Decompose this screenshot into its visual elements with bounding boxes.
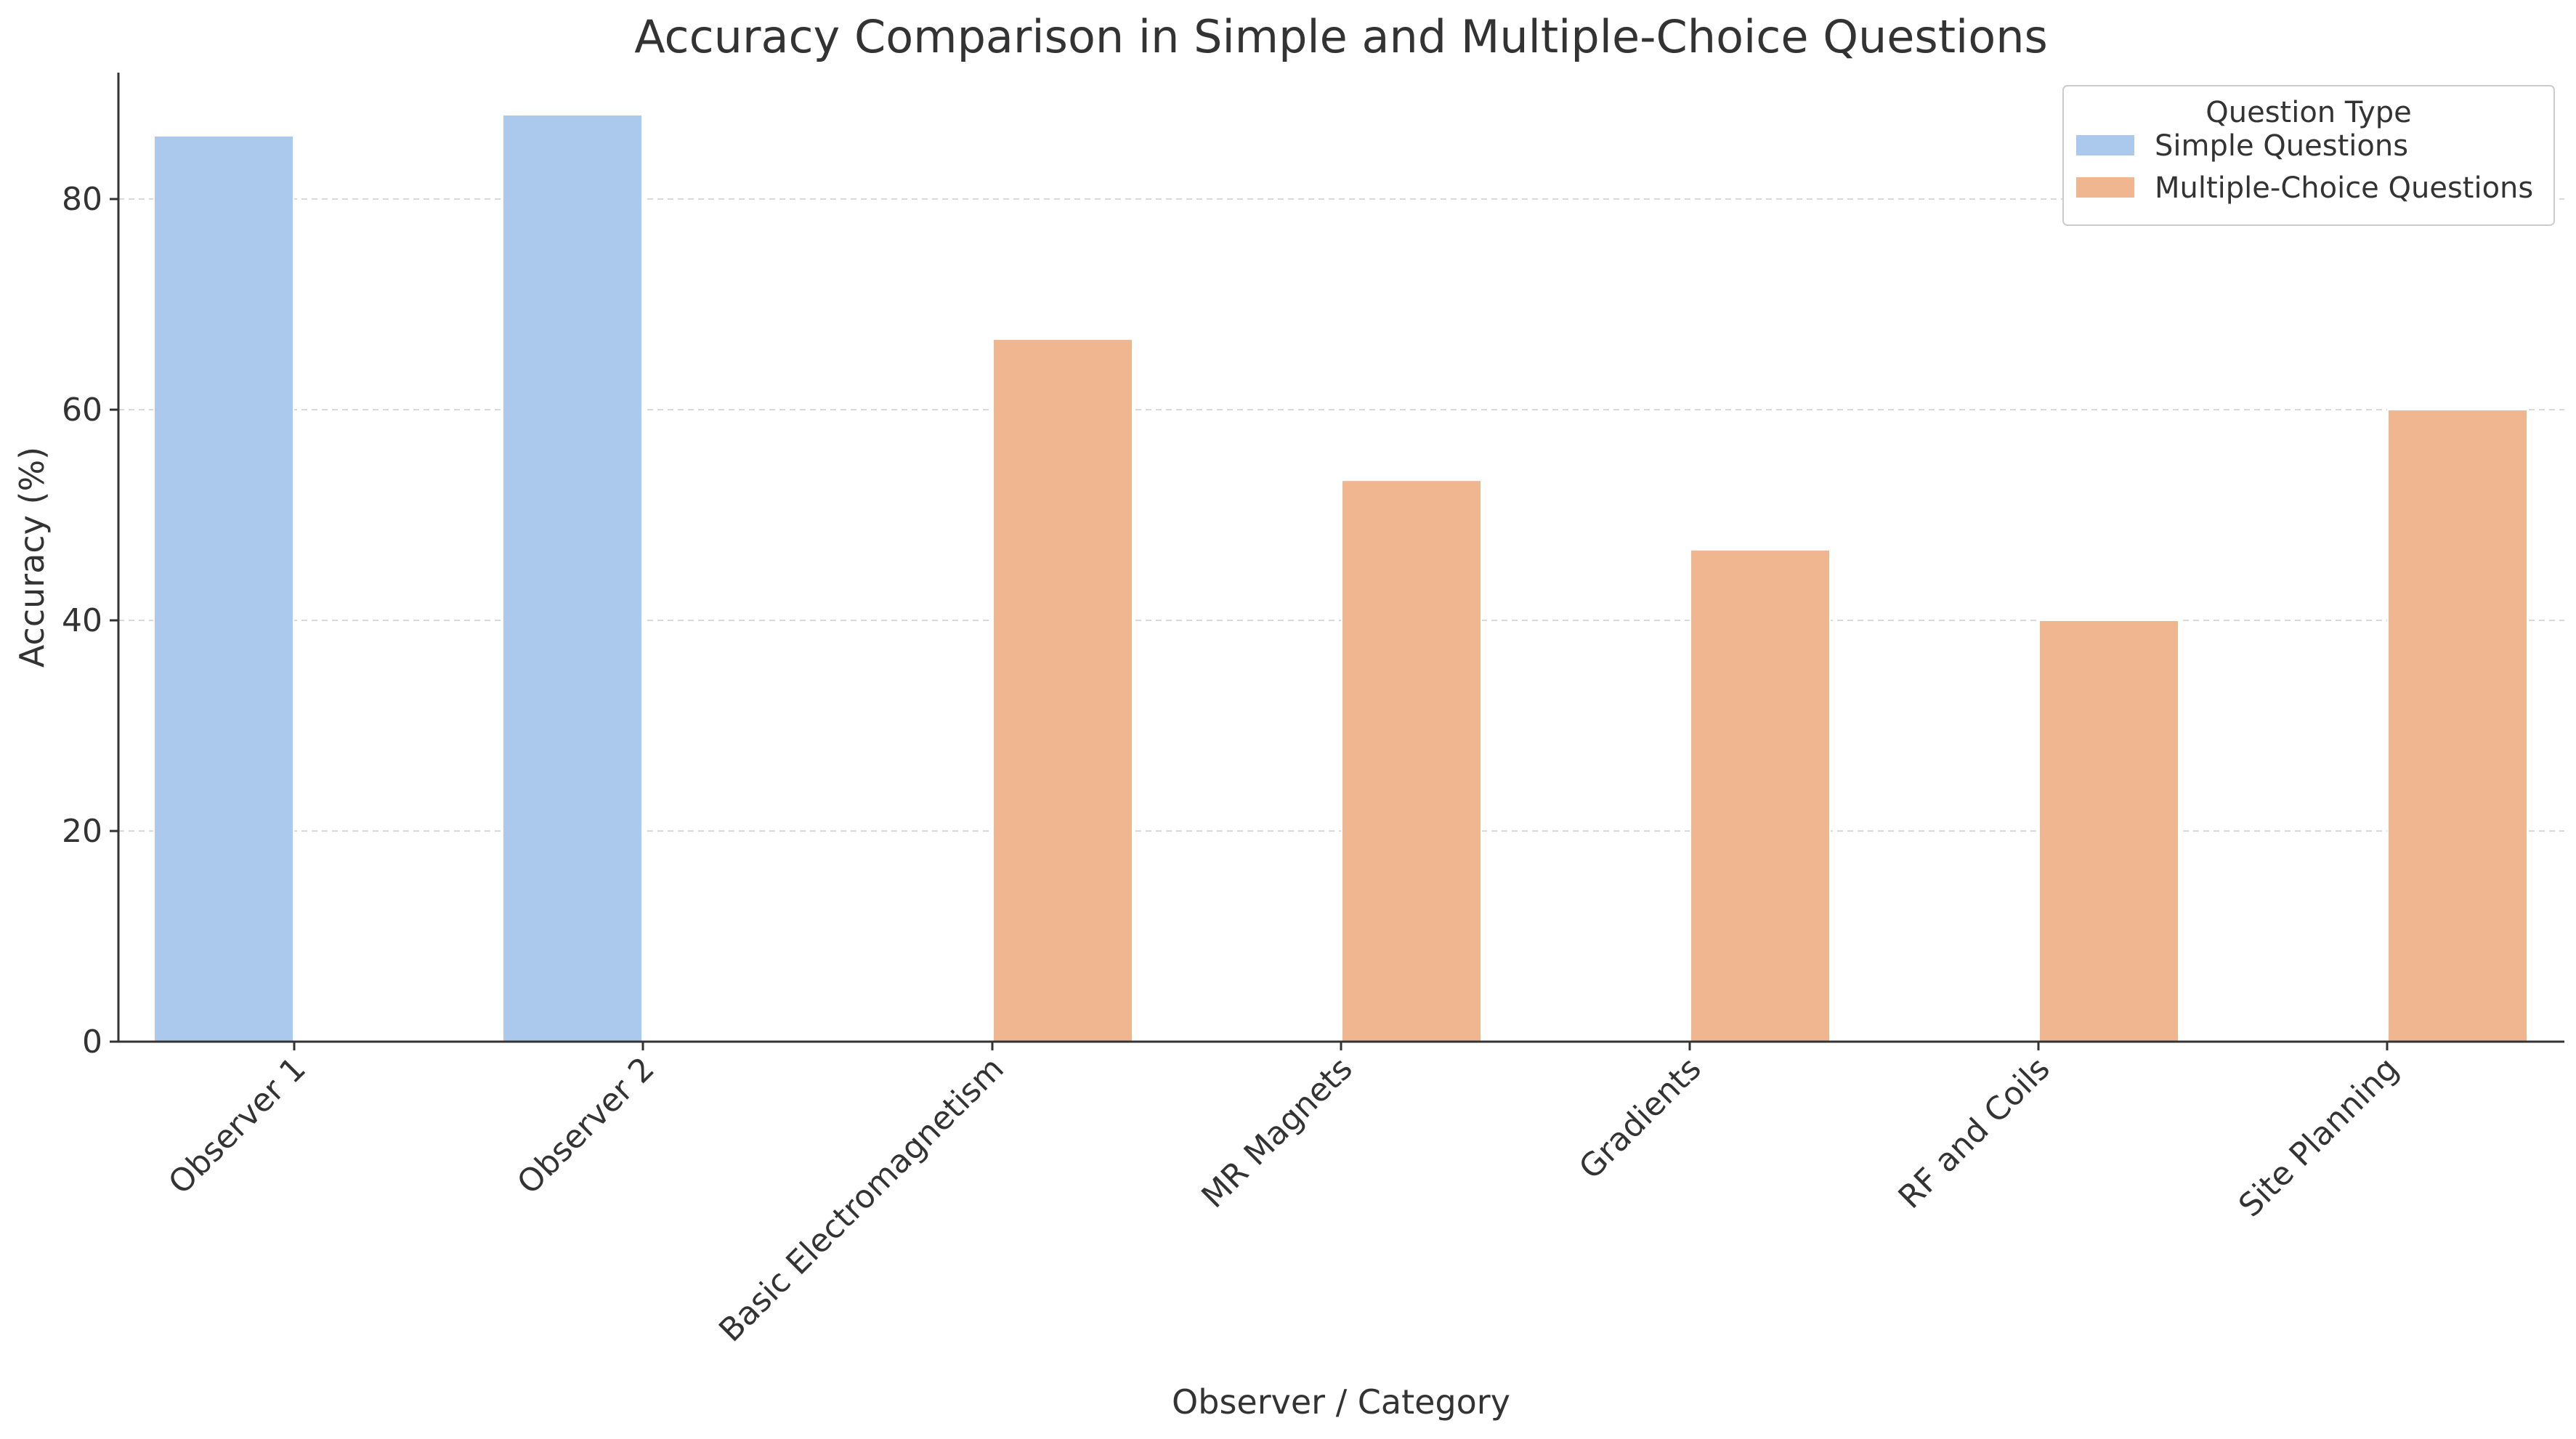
legend-swatch bbox=[2076, 177, 2134, 198]
legend-items: Simple Questions Multiple-Choice Question… bbox=[2076, 129, 2533, 205]
x-tick-label: Gradients bbox=[1572, 1050, 1709, 1187]
x-tick-label: Site Planning bbox=[2232, 1050, 2406, 1225]
legend-label: Simple Questions bbox=[2155, 129, 2408, 163]
legend-frame bbox=[2062, 85, 2555, 226]
y-tick-label: 20 bbox=[62, 813, 102, 850]
bars bbox=[153, 114, 2528, 1043]
legend: Question Type Simple Questions Multiple-C… bbox=[2062, 85, 2555, 226]
y-axis-label: Accuracy (%) bbox=[12, 447, 52, 668]
y-ticks: 0 20 40 60 80 bbox=[62, 181, 118, 1061]
x-tick-label: Observer 2 bbox=[510, 1050, 661, 1201]
x-tick-label: RF and Coils bbox=[1892, 1050, 2057, 1216]
x-axis-label: Observer / Category bbox=[1172, 1382, 1510, 1422]
bar bbox=[502, 114, 643, 1042]
y-tick-label: 40 bbox=[62, 602, 102, 639]
bar bbox=[2038, 620, 2179, 1042]
x-tick-label: Basic Electromagnetism bbox=[712, 1050, 1011, 1350]
x-tick-label: MR Magnets bbox=[1194, 1050, 1359, 1215]
y-tick-label: 80 bbox=[62, 181, 102, 218]
bar bbox=[992, 338, 1133, 1043]
x-tick-label: Observer 1 bbox=[161, 1050, 312, 1201]
legend-title: Question Type bbox=[2206, 96, 2412, 129]
bar bbox=[1341, 479, 1482, 1042]
bar bbox=[2387, 409, 2528, 1042]
bar bbox=[153, 135, 294, 1042]
legend-swatch bbox=[2076, 135, 2134, 155]
y-tick-label: 60 bbox=[62, 392, 102, 429]
y-tick-label: 0 bbox=[82, 1023, 102, 1061]
x-ticks: Observer 1 Observer 2 Basic Electromagneti… bbox=[161, 1042, 2406, 1350]
bar bbox=[1690, 548, 1831, 1042]
chart-title: Accuracy Comparison in Simple and Multip… bbox=[634, 10, 2048, 63]
legend-label: Multiple-Choice Questions bbox=[2155, 171, 2533, 205]
